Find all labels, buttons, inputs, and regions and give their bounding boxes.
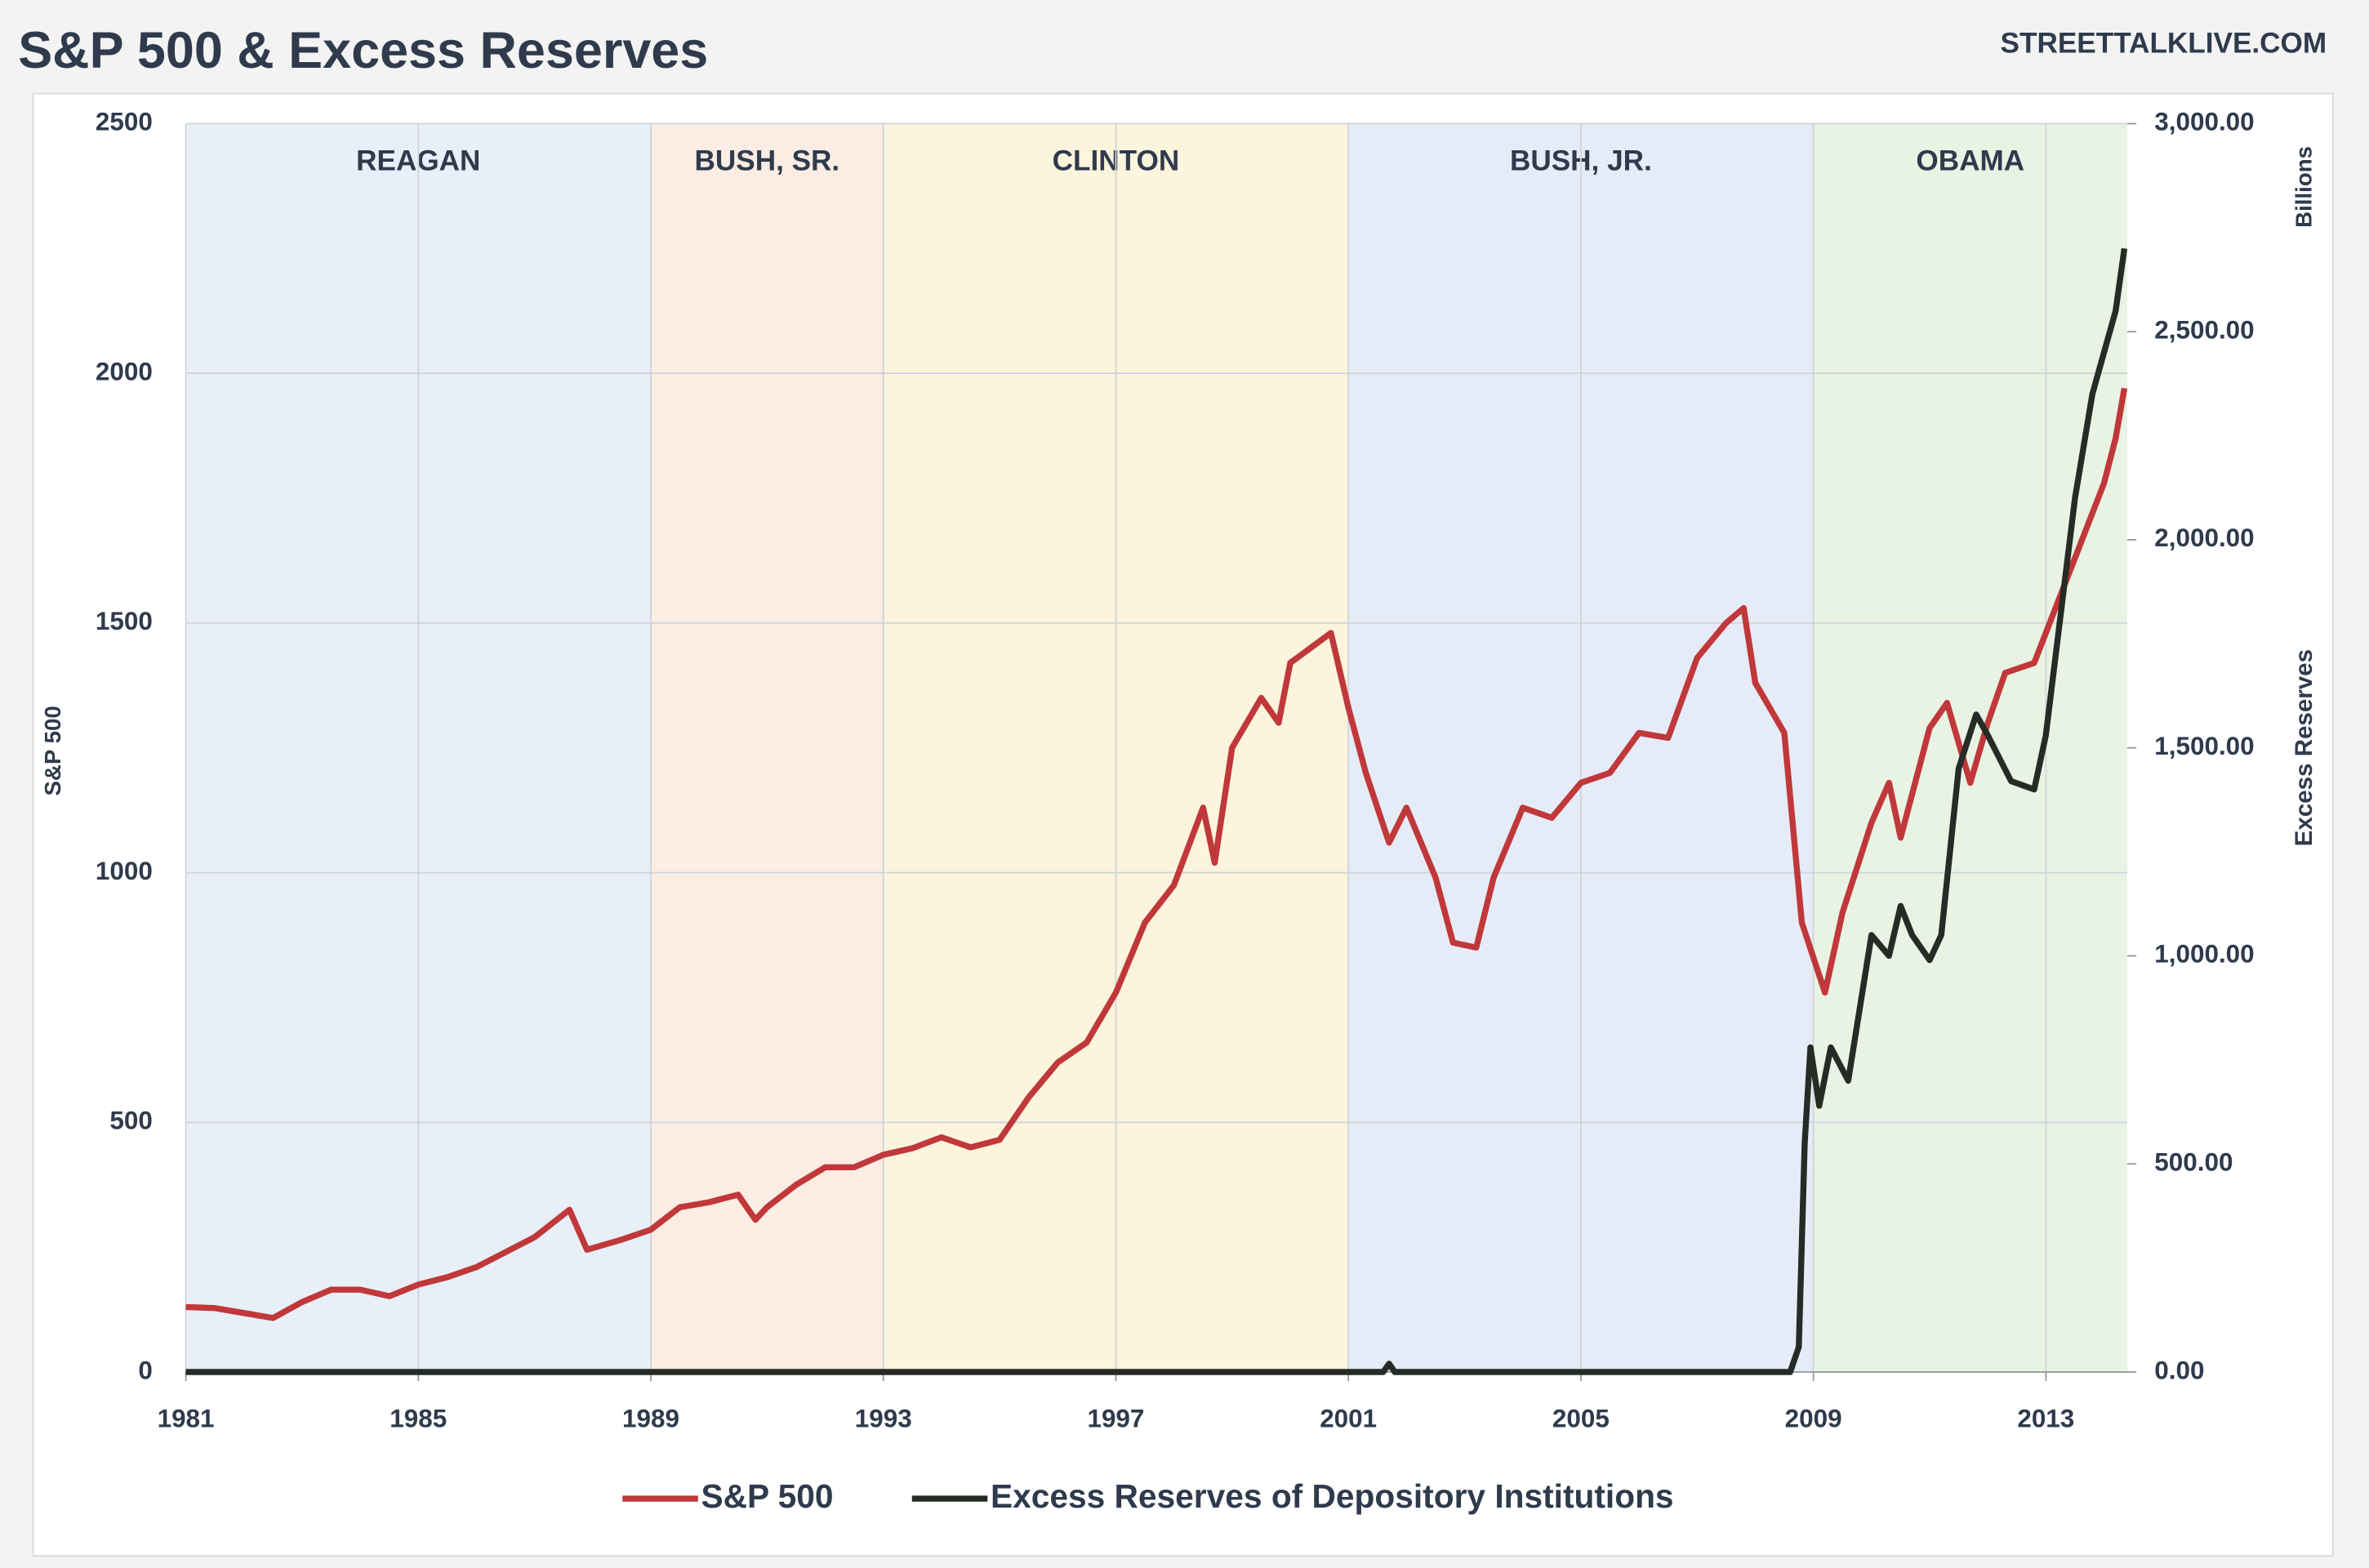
- period-band: [1813, 123, 2127, 1372]
- y-tick-label: 1500: [96, 607, 153, 635]
- x-tick-label: 2005: [1552, 1404, 1610, 1432]
- chart-title: S&P 500 & Excess Reserves: [18, 22, 708, 79]
- y2-tick-label: 500.00: [2154, 1148, 2233, 1177]
- y-tick-label: 0: [138, 1356, 152, 1384]
- x-tick-label: 1985: [390, 1404, 447, 1432]
- y-tick-label: 1000: [96, 857, 153, 885]
- y2-axis-label: Excess Reserves: [2291, 649, 2318, 846]
- y2-tick-label: 1,000.00: [2154, 940, 2254, 969]
- y2-tick-label: 3,000.00: [2154, 108, 2254, 136]
- period-label: BUSH, SR.: [695, 145, 840, 177]
- y2-tick-label: 2,500.00: [2154, 315, 2254, 344]
- x-tick-label: 1981: [158, 1404, 215, 1432]
- source: STREETTALKLIVE.COM: [2001, 28, 2327, 60]
- y-tick-label: 2500: [96, 108, 153, 136]
- x-tick-label: 1997: [1087, 1404, 1144, 1432]
- y2-tick-label: 2,000.00: [2154, 523, 2254, 552]
- x-tick-label: 2013: [2017, 1404, 2074, 1432]
- y-tick-label: 2000: [96, 357, 153, 385]
- x-tick-label: 1993: [855, 1404, 912, 1432]
- legend-label: Excess Reserves of Depository Institutio…: [991, 1477, 1674, 1515]
- y2-tick-label: 0.00: [2154, 1356, 2204, 1384]
- legend-label: S&P 500: [701, 1477, 833, 1515]
- y2-tick-label: 1,500.00: [2154, 732, 2254, 760]
- period-label: OBAMA: [1916, 145, 2024, 177]
- series-line: [185, 387, 2128, 1321]
- series-line: [185, 247, 2128, 1375]
- y-axis-label: S&P 500: [40, 706, 65, 795]
- y2-unit: Billions: [2291, 146, 2317, 228]
- y-tick-label: 500: [109, 1107, 152, 1135]
- x-tick-label: 1989: [622, 1404, 679, 1432]
- x-tick-label: 2009: [1785, 1404, 1842, 1432]
- x-tick-label: 2001: [1320, 1404, 1377, 1432]
- period-band: [651, 123, 884, 1372]
